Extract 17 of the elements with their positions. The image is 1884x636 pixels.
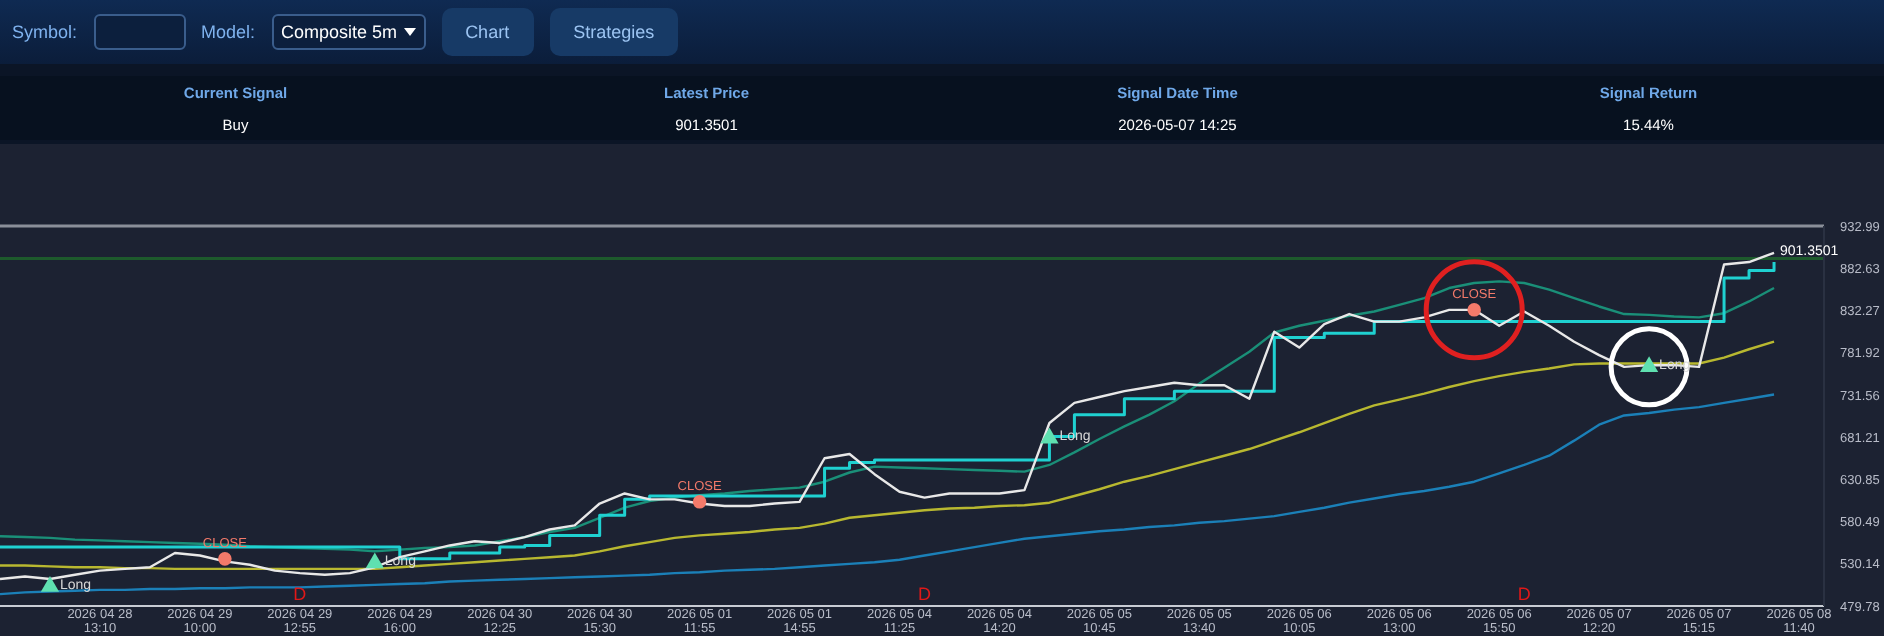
text: Strategies — [549, 8, 679, 56]
annotation: D — [917, 584, 932, 604]
point — [40, 576, 60, 592]
point — [218, 552, 232, 566]
point — [1040, 427, 1059, 444]
text: Composite 5m — [281, 22, 398, 42]
point — [1639, 356, 1659, 373]
point — [692, 495, 707, 509]
point — [365, 552, 384, 569]
text: Symbol: — [12, 22, 78, 42]
annotation: D — [293, 584, 308, 604]
line-series — [0, 340, 1776, 571]
point — [1467, 303, 1481, 317]
text: Chart — [441, 8, 534, 56]
text: Model: — [201, 22, 256, 42]
annotation: D — [1517, 584, 1532, 604]
line-series — [0, 393, 1776, 596]
